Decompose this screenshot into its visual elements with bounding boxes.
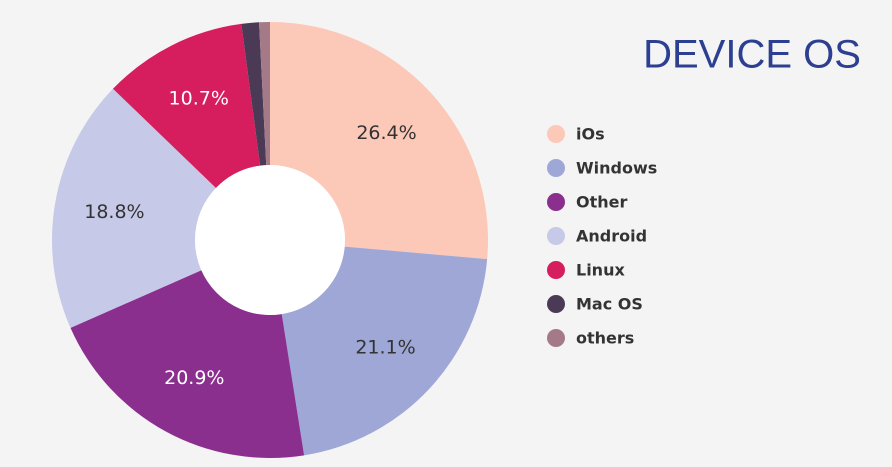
- legend-label: Linux: [576, 261, 625, 280]
- legend-label: iOs: [576, 125, 605, 144]
- slice: [112, 23, 261, 188]
- slice: [270, 22, 488, 260]
- value-label: 21.1%: [355, 336, 415, 358]
- legend-swatch: [547, 159, 565, 177]
- slice: [281, 246, 488, 456]
- legend-swatch: [547, 329, 565, 347]
- slice: [241, 22, 267, 166]
- value-label: 10.7%: [169, 87, 229, 109]
- legend-label: Android: [576, 227, 647, 246]
- donut-hole: [195, 165, 345, 315]
- value-label: 26.4%: [356, 122, 416, 144]
- legend-swatch: [547, 125, 565, 143]
- legend-swatch: [547, 193, 565, 211]
- chart-title: DEVICE OS: [643, 33, 861, 77]
- slice: [51, 88, 216, 328]
- legend-swatch: [547, 295, 565, 313]
- legend-label: Other: [576, 193, 627, 212]
- value-label: 20.9%: [164, 367, 224, 389]
- slice: [70, 270, 305, 459]
- slice: [259, 22, 270, 166]
- legend-swatch: [547, 227, 565, 245]
- legend-label: Windows: [576, 159, 657, 178]
- legend-label: Mac OS: [576, 295, 643, 314]
- legend-swatch: [547, 261, 565, 279]
- legend-label: others: [576, 329, 634, 348]
- value-label: 18.8%: [84, 201, 144, 223]
